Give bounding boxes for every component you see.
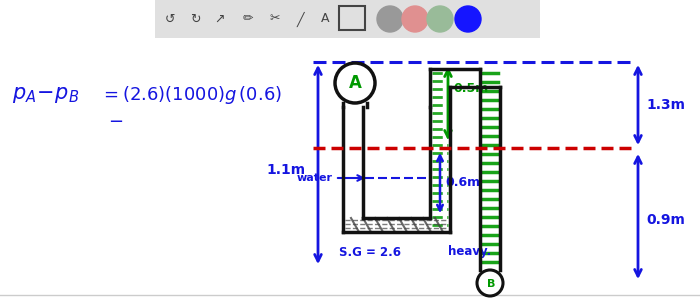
Text: ↻: ↻ (190, 12, 200, 25)
Text: ✏: ✏ (243, 12, 253, 25)
Text: 1.3m: 1.3m (646, 98, 685, 112)
Text: 0.5m: 0.5m (453, 82, 489, 95)
Text: 1.1m: 1.1m (267, 163, 306, 177)
Text: ↗: ↗ (215, 12, 225, 25)
Text: 0.6m: 0.6m (445, 176, 480, 189)
Text: water: water (297, 173, 333, 183)
Circle shape (402, 6, 428, 32)
Text: A: A (349, 74, 361, 92)
Text: S.G = 2.6: S.G = 2.6 (339, 246, 401, 259)
Circle shape (455, 6, 481, 32)
Text: A: A (321, 12, 329, 25)
Text: ⬜: ⬜ (349, 12, 356, 25)
Text: B: B (486, 279, 495, 289)
Text: $-$: $-$ (108, 111, 123, 129)
FancyBboxPatch shape (339, 6, 365, 30)
Text: ↺: ↺ (164, 12, 175, 25)
Text: heavy.: heavy. (448, 246, 491, 259)
Text: ╱: ╱ (296, 11, 304, 27)
Circle shape (427, 6, 453, 32)
Text: ✂: ✂ (270, 12, 280, 25)
Text: $\it{p}_A\!-\!\it{p}_B$: $\it{p}_A\!-\!\it{p}_B$ (12, 85, 79, 105)
FancyBboxPatch shape (155, 0, 540, 38)
Text: 0.9m: 0.9m (646, 213, 685, 227)
Text: $= (2.6)(1000)g\,(0.6)$: $= (2.6)(1000)g\,(0.6)$ (100, 84, 282, 106)
Circle shape (377, 6, 403, 32)
